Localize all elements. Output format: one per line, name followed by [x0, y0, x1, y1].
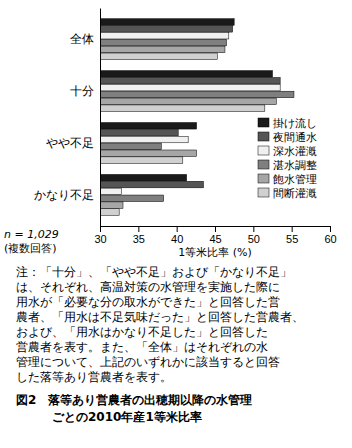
legend-item: 夜間通水 [258, 131, 317, 144]
bar [100, 39, 227, 46]
legend-item: 間断灌漑 [258, 187, 317, 200]
legend-label: 湛水調整 [273, 159, 317, 172]
legend-item: 飽水管理 [258, 173, 317, 186]
caption: 図2 落等あり営農者の出穂期以降の水管理 [16, 393, 252, 407]
bar [100, 129, 178, 136]
bars [100, 19, 294, 216]
x-tick: 45 [209, 226, 221, 245]
y-tick-label: かなり不足 [34, 188, 94, 202]
note: および、「用水はかなり不足した」と回答した [16, 325, 268, 339]
legend-label: 飽水管理 [273, 173, 317, 186]
y-tick: かなり不足 [34, 188, 100, 202]
note: は、それぞれ、高温対策の水管理を実施した際に [16, 280, 280, 294]
y-axis: 全体十分やや不足かなり不足 [34, 9, 101, 227]
y-tick: やや不足 [46, 136, 100, 150]
bar [100, 188, 121, 195]
bar [100, 136, 188, 143]
bar [100, 91, 294, 98]
note: 農者、「用水は不足気味だった」と回答した営農者、 [16, 310, 304, 324]
bar [100, 174, 187, 181]
x-tick-label: 40 [171, 233, 183, 245]
x-axis-title: 1等米比率 (%) [178, 246, 252, 259]
legend-label: 間断灌漑 [273, 187, 317, 200]
legend-item: 湛水調整 [258, 159, 317, 172]
y-tick: 十分 [70, 84, 100, 98]
x-tick-label: 35 [133, 233, 145, 245]
x-tick: 40 [171, 226, 183, 245]
legend-swatch [258, 188, 269, 197]
legend: 掛け流し夜間通水深水灌漑湛水調整飽水管理間断灌漑 [258, 117, 317, 200]
x-tick-mark [215, 226, 216, 232]
x-tick: 55 [286, 226, 298, 245]
bar [100, 181, 204, 188]
legend-swatch [258, 174, 269, 183]
bar [100, 157, 183, 164]
annotation: n = 1,029 [4, 228, 59, 241]
y-axis-line [100, 9, 101, 227]
x-axis: 30 35 40 45 50 55 60 [94, 226, 336, 245]
note: 管理について、上記のいずれかに該当すると回答 [16, 355, 280, 369]
x-tick-label: 60 [324, 233, 336, 245]
bar [100, 84, 280, 91]
x-tick: 50 [248, 226, 260, 245]
x-tick: 60 [324, 226, 336, 245]
x-tick-label: 45 [209, 233, 221, 245]
caption: ごとの2010年産1等米比率 [52, 410, 202, 424]
y-tick: 全体 [70, 32, 100, 46]
bar [100, 202, 123, 209]
bar [100, 98, 276, 105]
chart: 30 35 40 45 50 55 60 全体十分やや不足かなり不足 1等米比率 (%) n = … [0, 0, 352, 448]
legend-item: 掛け流し [258, 117, 317, 130]
bar [100, 209, 119, 216]
note: した落等あり営農者を表す。 [16, 370, 172, 384]
annotation: (複数回答) [4, 242, 57, 255]
bar [100, 71, 273, 78]
bar [100, 26, 233, 33]
bar [100, 143, 161, 150]
note: 用水が「必要な分の取水ができた」と回答した営 [16, 295, 280, 309]
legend-label: 深水灌漑 [273, 145, 317, 158]
bar [100, 32, 229, 39]
legend-swatch [258, 118, 269, 127]
y-tick-label: 全体 [70, 32, 94, 46]
y-tick-label: 十分 [70, 84, 94, 98]
bar [100, 19, 234, 26]
x-tick-mark [253, 226, 254, 232]
legend-label: 夜間通水 [273, 131, 317, 144]
bar [100, 150, 197, 157]
bar [100, 53, 217, 60]
legend-swatch [258, 132, 269, 141]
x-tick-mark [330, 226, 331, 232]
x-tick-mark [100, 226, 101, 232]
x-tick-label: 55 [286, 233, 298, 245]
bar [100, 123, 197, 130]
note: 注：「十分」、「やや不足」および「かなり不足」 [16, 265, 292, 279]
bar [100, 77, 280, 84]
legend-swatch [258, 160, 269, 169]
x-tick: 30 [94, 226, 106, 245]
x-tick-mark [138, 226, 139, 232]
legend-swatch [258, 146, 269, 155]
legend-label: 掛け流し [273, 117, 317, 130]
bar [100, 195, 164, 202]
x-tick-mark [177, 226, 178, 232]
bar [100, 46, 225, 53]
x-tick-label: 30 [94, 233, 106, 245]
bar [100, 105, 265, 112]
note: 営農者を表す。また、「全体」はそれぞれの水 [16, 340, 268, 354]
x-tick: 35 [133, 226, 145, 245]
x-tick-label: 50 [248, 233, 260, 245]
legend-item: 深水灌漑 [258, 145, 317, 158]
x-tick-mark [292, 226, 293, 232]
y-tick-label: やや不足 [46, 136, 94, 150]
